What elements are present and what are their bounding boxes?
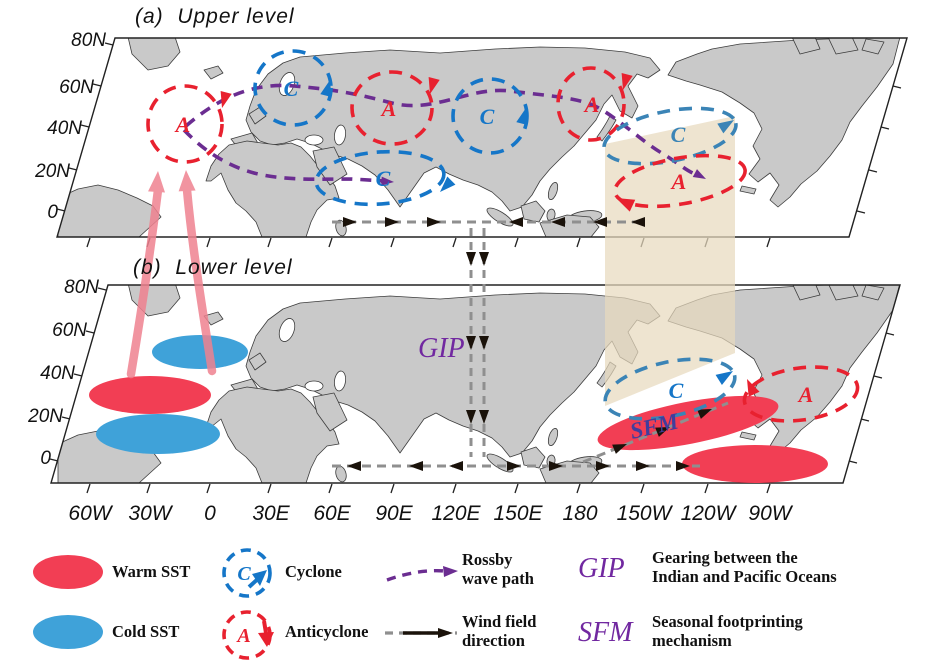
- lon-label: 120W: [681, 502, 738, 525]
- lon-label: 120E: [431, 502, 481, 525]
- lower-panel-title: (b) Lower level: [133, 256, 293, 279]
- lon-label: 90E: [375, 502, 413, 525]
- sfm-abbr: SFM: [578, 617, 633, 648]
- anticyclone-ellipse: A: [556, 66, 633, 142]
- lat-label: 60N: [59, 77, 94, 98]
- anticyclone-ellipse: A: [350, 70, 440, 146]
- wind-field-lower: [332, 401, 729, 471]
- sfm-definition-line1: Seasonal footprinting: [652, 612, 803, 631]
- lat-label: 60N: [52, 320, 87, 341]
- rossby-path-icon: [386, 566, 458, 582]
- wind-field-upper: [332, 217, 645, 227]
- cell-letter: A: [797, 382, 814, 407]
- anticyclone-icon: A: [222, 610, 274, 660]
- lon-label: 150W: [617, 502, 674, 525]
- gip-abbr: GIP: [578, 553, 625, 584]
- lat-label: 80N: [64, 277, 99, 298]
- rossby-label-line1: Rossby: [462, 550, 513, 569]
- lat-label: 40N: [47, 118, 82, 139]
- lon-label: 60E: [313, 502, 351, 525]
- cell-letter: C: [376, 166, 391, 191]
- pacific-coupling-band: [605, 116, 735, 406]
- anticyclone-icon-letter: A: [235, 625, 250, 647]
- upper-circulation-cells: A C A C C A C: [146, 49, 747, 212]
- upper-lat-labels: 80N 60N 40N 20N 0: [34, 30, 106, 223]
- ascent-arrows: [126, 169, 217, 379]
- sfm-definition: Seasonal footprinting mechanism: [652, 612, 803, 650]
- lon-label: 30W: [128, 502, 173, 525]
- lon-label: 30E: [252, 502, 290, 525]
- cyclone-icon-letter: C: [237, 563, 251, 585]
- wind-direction-icon: [385, 628, 457, 638]
- cyclone-ellipse: C: [602, 106, 738, 166]
- gip-definition-line1: Gearing between the: [652, 548, 798, 567]
- cyclone-ellipse: C: [451, 77, 532, 155]
- lon-label: 150E: [493, 502, 543, 525]
- cold-sst-ellipse: [96, 414, 220, 454]
- lat-label: 0: [47, 202, 58, 223]
- warm-sst-swatch: [33, 555, 103, 589]
- gip-definition: Gearing between the Indian and Pacific O…: [652, 548, 837, 586]
- rossby-wave-path: [182, 83, 696, 183]
- cell-letter: A: [583, 92, 600, 117]
- wind-direction-label: Wind field direction: [462, 612, 536, 650]
- rossby-label-line2: wave path: [462, 569, 534, 588]
- sfm-definition-line2: mechanism: [652, 631, 732, 650]
- cold-sst-ellipse: [152, 335, 248, 369]
- cyclone-ellipse: C: [253, 49, 336, 127]
- cell-letter: A: [174, 112, 191, 137]
- lower-circulation-cells: C A: [603, 357, 860, 423]
- cell-letter: A: [670, 169, 687, 194]
- gip-definition-line2: Indian and Pacific Oceans: [652, 567, 837, 586]
- anticyclone-ellipse: A: [741, 365, 860, 423]
- anticyclone-label: Anticyclone: [285, 622, 369, 641]
- lon-label: 90W: [748, 502, 793, 525]
- lat-label: 40N: [40, 363, 75, 384]
- warm-sst-ellipse: [682, 445, 828, 483]
- cell-letter: C: [480, 104, 495, 129]
- cyclone-icon: C: [222, 548, 272, 598]
- lon-labels: 60W 30W 0 30E 60E 90E 120E 150E 180 150W…: [68, 502, 793, 525]
- cell-letter: C: [671, 122, 686, 147]
- wind-label-line1: Wind field: [462, 612, 537, 631]
- anticyclone-ellipse: A: [146, 84, 232, 164]
- gip-map-label: GIP: [418, 333, 465, 364]
- sst-anomalies: [89, 335, 828, 483]
- wind-label-line2: direction: [462, 631, 525, 650]
- anticyclone-ellipse: A: [613, 153, 747, 212]
- lat-label: 20N: [27, 406, 63, 427]
- lower-lat-labels: 80N 60N 40N 20N 0: [27, 277, 99, 469]
- cell-letter: C: [669, 378, 684, 403]
- upper-panel-title: (a) Upper level: [135, 5, 295, 28]
- lon-label: 0: [204, 502, 216, 525]
- gip-vertical-connectors: [466, 228, 489, 457]
- cold-sst-label: Cold SST: [112, 622, 180, 641]
- lon-label: 180: [562, 502, 597, 525]
- cell-letter: A: [380, 96, 397, 121]
- lat-label: 20N: [34, 161, 70, 182]
- warm-sst-label: Warm SST: [112, 562, 191, 581]
- cyclone-ellipse: C: [314, 149, 456, 207]
- cyclone-ellipse: C: [603, 357, 737, 421]
- rossby-label: Rossby wave path: [462, 550, 534, 588]
- lon-label: 60W: [68, 502, 113, 525]
- cell-letter: C: [284, 76, 299, 101]
- lat-label: 80N: [71, 30, 106, 51]
- cold-sst-swatch: [33, 615, 103, 649]
- warm-sst-ellipse: [89, 376, 211, 414]
- lat-label: 0: [40, 448, 51, 469]
- cyclone-label: Cyclone: [285, 562, 342, 581]
